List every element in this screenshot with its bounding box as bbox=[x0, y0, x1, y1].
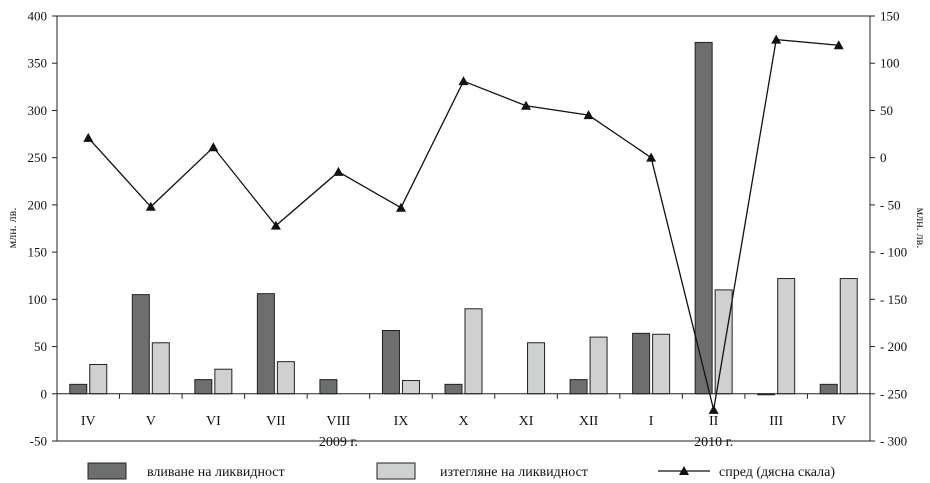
right-axis-tick-label: - 50 bbox=[880, 197, 901, 212]
category-label: V bbox=[146, 414, 156, 429]
spread-line-series bbox=[83, 34, 844, 414]
bar-series bbox=[69, 41, 858, 396]
year-label-2009: 2009 г. bbox=[319, 435, 358, 450]
liquidity-withdrawal-bar bbox=[527, 342, 546, 395]
year-label-2010: 2010 г. bbox=[694, 435, 733, 450]
left-axis-tick-label: -50 bbox=[30, 434, 47, 449]
liquidity-injection-bar bbox=[131, 294, 150, 395]
liquidity-injection-bar bbox=[819, 383, 838, 395]
liquidity-withdrawal-bar bbox=[401, 380, 420, 395]
right-axis-tick-label: 150 bbox=[880, 9, 900, 24]
spread-triangle-marker bbox=[83, 132, 94, 142]
liquidity-injection-bar bbox=[444, 383, 463, 395]
legend-label-withdrawal: изтегляне на ликвидност bbox=[440, 465, 588, 480]
liquidity-withdrawal-bar bbox=[777, 278, 796, 395]
category-label: X bbox=[458, 414, 468, 429]
left-axis-tick-label: 350 bbox=[28, 56, 48, 71]
liquidity-withdrawal-bar bbox=[464, 308, 483, 395]
category-label: II bbox=[709, 414, 719, 429]
left-axis-tick-label: 400 bbox=[28, 9, 48, 24]
category-axis bbox=[56, 393, 871, 399]
spread-triangle-marker bbox=[771, 34, 782, 44]
liquidity-withdrawal-bar bbox=[589, 336, 608, 395]
liquidity-withdrawal-bar bbox=[151, 342, 170, 395]
category-label: IX bbox=[394, 414, 409, 429]
spread-triangle-marker bbox=[333, 166, 344, 176]
legend-swatch-injection bbox=[87, 462, 127, 480]
liquidity-withdrawal-bar bbox=[652, 333, 671, 395]
spread-triangle-marker bbox=[583, 110, 594, 120]
right-axis-tick-label: 50 bbox=[880, 103, 893, 118]
legend: вливане на ликвидност изтегляне на ликвид… bbox=[87, 462, 835, 480]
liquidity-withdrawal-bar bbox=[276, 361, 295, 395]
spread-triangle-marker bbox=[270, 220, 281, 230]
category-label: VII bbox=[266, 414, 286, 429]
liquidity-withdrawal-bar bbox=[89, 364, 108, 395]
plot-area bbox=[56, 15, 871, 442]
category-label: XII bbox=[579, 414, 599, 429]
right-axis-tick-label: - 300 bbox=[880, 434, 907, 449]
legend-swatch-withdrawal bbox=[376, 462, 416, 480]
left-axis-tick-label: 50 bbox=[34, 339, 47, 354]
liquidity-withdrawal-bar bbox=[214, 368, 233, 395]
right-axis: 150 100 50 0 - 50 - 100 - 150 - 200 - 250 - 300 bbox=[870, 9, 907, 449]
spread-triangle-marker bbox=[646, 152, 657, 162]
spread-triangle-marker bbox=[458, 76, 469, 86]
left-axis-tick-label: 100 bbox=[28, 292, 48, 307]
left-axis-tick-label: 0 bbox=[41, 386, 48, 401]
liquidity-injection-bar bbox=[256, 293, 275, 395]
category-label: I bbox=[649, 414, 654, 429]
liquidity-withdrawal-bar bbox=[839, 278, 858, 395]
right-axis-tick-label: - 150 bbox=[880, 292, 907, 307]
liquidity-injection-bar bbox=[381, 330, 400, 395]
right-axis-tick-label: 100 bbox=[880, 56, 900, 71]
category-label: III bbox=[769, 414, 783, 429]
right-axis-tick-label: - 100 bbox=[880, 245, 907, 260]
category-label: XI bbox=[519, 414, 534, 429]
right-axis-tick-label: - 250 bbox=[880, 386, 907, 401]
legend-label-spread: спред (дясна скала) bbox=[719, 465, 835, 480]
category-labels: IV V VI VII VIII IX X XI XII I II III IV bbox=[81, 414, 846, 429]
liquidity-injection-bar bbox=[694, 41, 713, 395]
category-label: IV bbox=[81, 414, 96, 429]
liquidity-injection-bar bbox=[194, 379, 213, 395]
spread-triangle-marker bbox=[833, 40, 844, 50]
spread-triangle-marker bbox=[395, 202, 406, 212]
legend-marker-spread bbox=[679, 466, 689, 475]
liquidity-injection-bar bbox=[69, 383, 88, 395]
right-axis-title: млн. лв. bbox=[914, 208, 928, 249]
liquidity-injection-bar bbox=[569, 379, 588, 395]
left-axis-tick-label: 150 bbox=[28, 245, 48, 260]
spread-triangle-marker bbox=[208, 142, 219, 152]
spread-triangle-marker bbox=[145, 201, 156, 211]
right-axis-tick-label: - 200 bbox=[880, 339, 907, 354]
left-axis-tick-label: 250 bbox=[28, 150, 48, 165]
legend-label-injection: вливане на ликвидност bbox=[147, 465, 285, 480]
right-axis-tick-label: 0 bbox=[880, 150, 887, 165]
spread-triangle-marker bbox=[521, 100, 532, 110]
left-axis-tick-label: 200 bbox=[28, 197, 48, 212]
category-label: VIII bbox=[326, 414, 350, 429]
spread-triangle-marker bbox=[708, 404, 719, 414]
liquidity-injection-bar bbox=[319, 379, 338, 395]
left-axis: -50 0 50 100 150 200 250 300 350 400 bbox=[28, 9, 57, 449]
liquidity-injection-bar bbox=[632, 332, 651, 395]
left-axis-title: млн. лв. bbox=[5, 208, 19, 249]
liquidity-withdrawal-bar bbox=[714, 289, 733, 395]
left-axis-tick-label: 300 bbox=[28, 103, 48, 118]
category-label: VI bbox=[206, 414, 221, 429]
category-label: IV bbox=[831, 414, 846, 429]
